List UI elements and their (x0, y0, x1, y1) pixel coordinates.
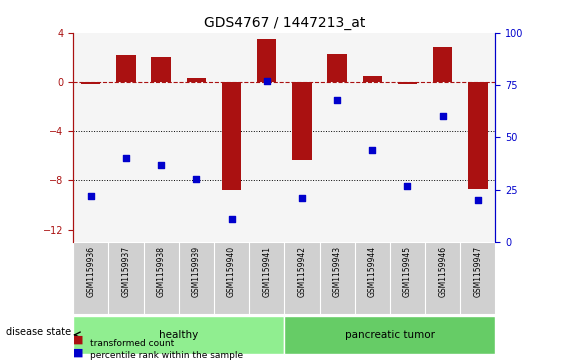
Bar (257, 39, 276, 82)
Bar (117, 55, 136, 82)
Bar (222, 82, 241, 190)
Bar (328, 54, 347, 82)
Point (473, 197, 482, 203)
Bar (468, 82, 488, 189)
Point (227, 216, 236, 222)
Text: disease state: disease state (6, 327, 71, 337)
Title: GDS4767 / 1447213_at: GDS4767 / 1447213_at (204, 16, 365, 30)
Bar (187, 78, 206, 82)
Text: GSM1159937: GSM1159937 (122, 246, 131, 297)
Text: GSM1159946: GSM1159946 (438, 246, 447, 297)
Point (192, 176, 201, 182)
FancyBboxPatch shape (73, 316, 284, 354)
Bar (433, 48, 452, 82)
Text: GSM1159942: GSM1159942 (297, 246, 306, 297)
Text: transformed count: transformed count (90, 339, 175, 347)
Text: GSM1159945: GSM1159945 (403, 246, 412, 297)
Text: GSM1159943: GSM1159943 (333, 246, 342, 297)
Bar (151, 57, 171, 82)
Point (438, 114, 447, 119)
Text: GSM1159939: GSM1159939 (192, 246, 201, 297)
Text: pancreatic tumor: pancreatic tumor (345, 330, 435, 340)
Text: healthy: healthy (159, 330, 198, 340)
Point (86, 193, 95, 199)
Text: ■: ■ (73, 348, 84, 358)
Point (297, 195, 306, 201)
FancyBboxPatch shape (284, 316, 495, 354)
Bar (363, 76, 382, 82)
Point (403, 183, 412, 188)
Bar (292, 82, 311, 160)
Text: GSM1159940: GSM1159940 (227, 246, 236, 297)
Point (122, 155, 131, 161)
Point (368, 147, 377, 153)
Text: GSM1159944: GSM1159944 (368, 246, 377, 297)
Point (262, 78, 271, 84)
Text: GSM1159941: GSM1159941 (262, 246, 271, 297)
Text: GSM1159938: GSM1159938 (157, 246, 166, 297)
Point (333, 97, 342, 103)
Bar (398, 82, 417, 84)
Text: GSM1159936: GSM1159936 (86, 246, 95, 297)
Text: ■: ■ (73, 335, 84, 345)
Bar (81, 82, 100, 84)
Text: percentile rank within the sample: percentile rank within the sample (90, 351, 243, 360)
Text: GSM1159947: GSM1159947 (473, 246, 482, 297)
Point (157, 162, 166, 167)
